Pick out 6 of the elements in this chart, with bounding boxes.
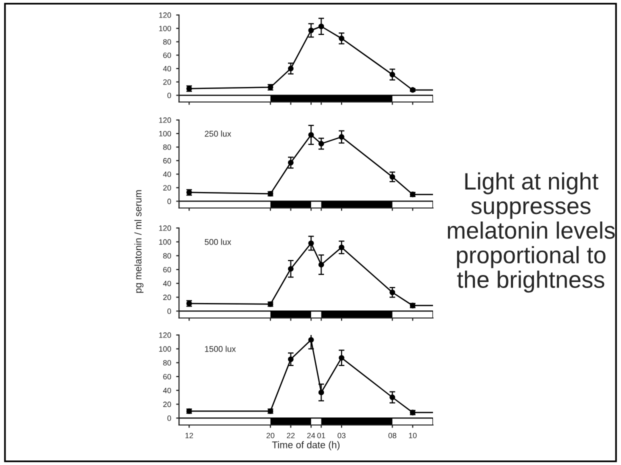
y-axis-title: pg melatonin / ml serum bbox=[134, 190, 144, 293]
annotation: 500 lux bbox=[204, 238, 232, 245]
annotation: 1500 lux bbox=[205, 346, 236, 352]
text: Light at night suppresses melatonin levels proportional to the brightness bbox=[448, 172, 615, 293]
annotation: 250 lux bbox=[204, 130, 232, 137]
x-axis-title: Time of date (h) bbox=[272, 441, 340, 450]
